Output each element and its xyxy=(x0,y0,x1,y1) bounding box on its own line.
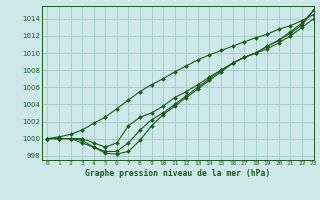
X-axis label: Graphe pression niveau de la mer (hPa): Graphe pression niveau de la mer (hPa) xyxy=(85,169,270,178)
